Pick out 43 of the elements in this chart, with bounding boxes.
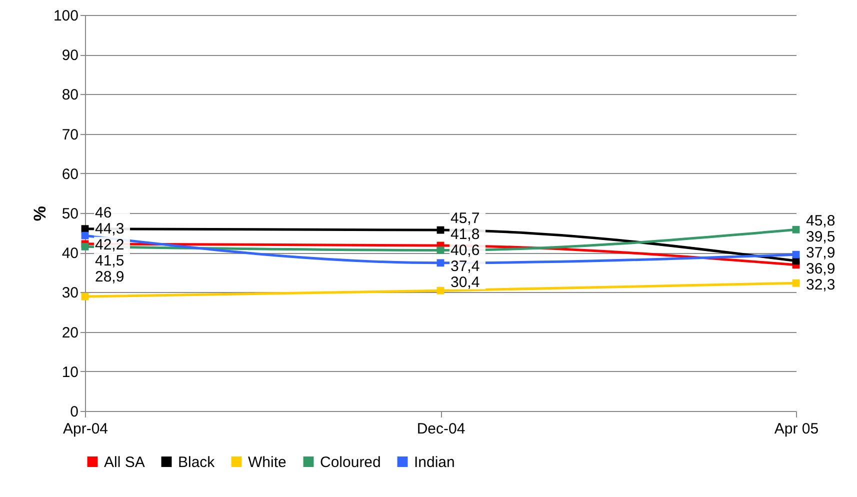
data-label: 42,2 [95,236,124,254]
data-label: 39,5 [806,228,836,246]
data-label: 32,3 [806,276,836,294]
data-label: 41,5 [95,252,124,270]
y-tick-label: 10 [62,364,78,381]
legend-label: Indian [414,454,455,471]
y-tick-label: 80 [62,86,78,104]
point [792,250,800,258]
point [792,226,800,234]
data-label: 45,7 [450,210,480,227]
point [436,246,444,254]
y-tick-label: 90 [62,47,78,64]
y-tick-label: 30 [62,284,78,302]
y-axis-title: % [30,206,50,222]
data-label: 44,3 [95,220,124,238]
x-tick-label: Apr-04 [62,420,108,438]
y-tick-label: 50 [62,206,78,222]
point [81,232,89,240]
y-tick-label: 20 [62,324,78,342]
legend-label: Coloured [320,454,381,471]
data-label: 37,9 [806,244,836,262]
data-label: 37,4 [450,258,480,275]
data-label: 30,4 [450,274,480,291]
legend-label: White [248,454,286,471]
point [792,279,800,287]
legend-label: Black [178,454,216,471]
x-tick-label: Apr 05 [774,420,819,438]
data-label: 36,9 [806,260,836,278]
data-label: 41,8 [450,226,480,243]
data-label: 40,6 [450,242,480,259]
x-tick-label: Dec-04 [416,420,466,438]
y-tick-label: 0 [70,404,78,420]
y-tick-label: 40 [62,245,78,262]
point [81,242,89,250]
data-label: 28,9 [95,268,124,286]
y-tick-label: 70 [62,126,78,144]
legend-label: All SA [104,454,145,471]
point [436,286,444,294]
data-label: 45,8 [806,212,836,230]
point [436,259,444,267]
y-tick-label: 100 [53,8,78,24]
data-label: 46 [95,204,112,222]
y-tick-label: 60 [62,166,78,183]
